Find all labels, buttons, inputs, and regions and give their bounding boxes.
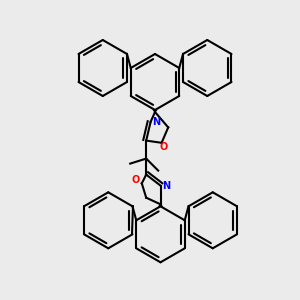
- Text: O: O: [132, 176, 140, 185]
- Polygon shape: [153, 110, 157, 112]
- Text: N: N: [152, 117, 161, 127]
- Polygon shape: [158, 204, 163, 206]
- Text: O: O: [160, 142, 168, 152]
- Text: N: N: [162, 181, 171, 190]
